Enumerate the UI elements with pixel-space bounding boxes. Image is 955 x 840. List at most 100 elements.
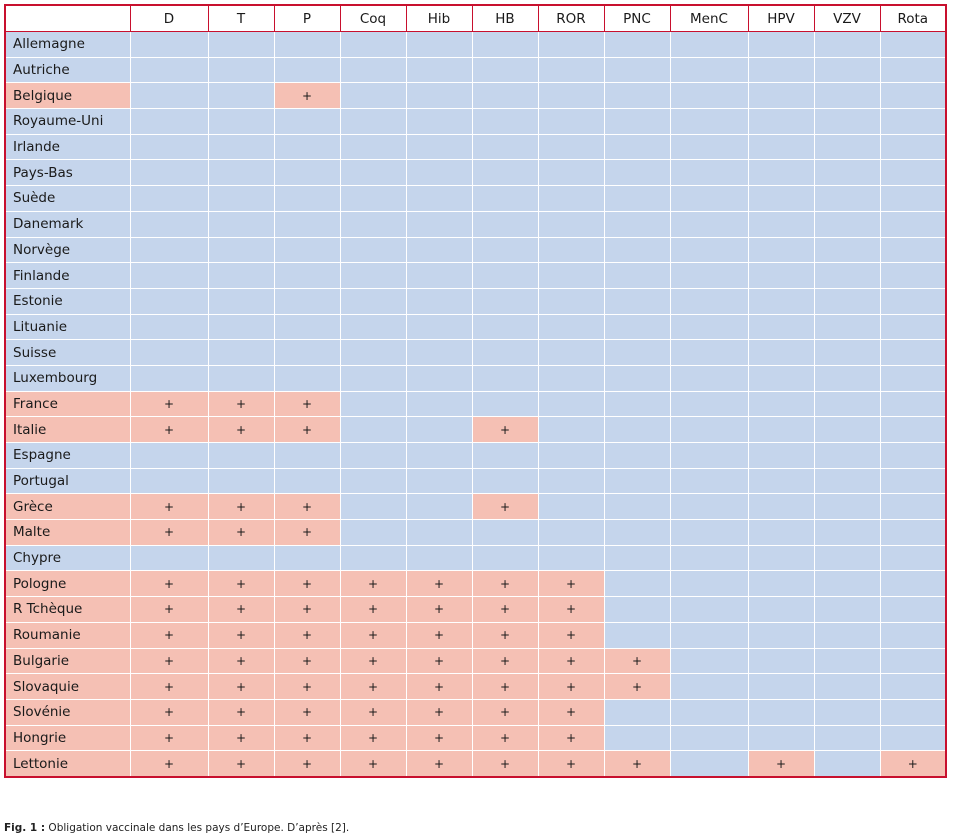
cell-p (273, 544, 341, 572)
cell-d (129, 467, 209, 495)
cell-hpv (747, 287, 815, 315)
cell-pnc (603, 287, 671, 315)
cell-t (207, 339, 275, 366)
cell-p (273, 339, 341, 366)
cell-hpv (747, 416, 815, 443)
cell-t (207, 442, 275, 469)
cell-p (273, 56, 341, 84)
cell-coq: + (339, 621, 407, 649)
cell-ror (537, 390, 605, 418)
cell-ror (537, 56, 605, 84)
table-row: Bulgarie + + + + + + + + (4, 647, 947, 675)
cell-vzv (813, 339, 881, 366)
cell-ror (537, 82, 605, 110)
cell-pnc (603, 493, 671, 521)
cell-ror (537, 185, 605, 212)
cell-coq (339, 262, 407, 289)
cell-t (207, 108, 275, 135)
cell-t (207, 159, 275, 187)
cell-hpv (747, 133, 815, 161)
cell-vzv (813, 519, 881, 546)
cell-hb (471, 519, 539, 546)
cell-t (207, 364, 275, 392)
cell-hpv (747, 698, 815, 726)
cell-p: + (273, 750, 341, 778)
cell-d (129, 185, 209, 212)
cell-pnc (603, 519, 671, 546)
cell-coq: + (339, 596, 407, 623)
cell-p (273, 364, 341, 392)
cell-t: + (207, 750, 275, 778)
cell-hb (471, 339, 539, 366)
cell-menc (669, 287, 749, 315)
figure-caption-label: Fig. 1 : (4, 822, 46, 834)
cell-p (273, 236, 341, 264)
cell-hpv (747, 210, 815, 238)
cell-ror (537, 442, 605, 469)
cell-hpv (747, 519, 815, 546)
country-cell: Estonie (4, 287, 131, 315)
cell-hpv (747, 108, 815, 135)
column-header-vzv: VZV (813, 4, 881, 32)
cell-d (129, 262, 209, 289)
cell-d (129, 82, 209, 110)
cell-vzv (813, 596, 881, 623)
cell-d: + (129, 390, 209, 418)
cell-vzv (813, 236, 881, 264)
cell-hb (471, 108, 539, 135)
cell-hib (405, 442, 473, 469)
cell-coq (339, 364, 407, 392)
table-row: Portugal (4, 467, 947, 495)
cell-rota (879, 31, 947, 58)
table-row: Slovénie + + + + + + + (4, 698, 947, 726)
cell-t (207, 185, 275, 212)
cell-pnc (603, 56, 671, 84)
country-cell: Pologne (4, 570, 131, 598)
cell-t (207, 56, 275, 84)
cell-rota (879, 519, 947, 546)
cell-rota (879, 621, 947, 649)
cell-t: + (207, 570, 275, 598)
cell-d (129, 133, 209, 161)
table-row: Pays-Bas (4, 159, 947, 187)
cell-hib (405, 185, 473, 212)
cell-d (129, 364, 209, 392)
column-header-t: T (207, 4, 275, 32)
cell-coq (339, 56, 407, 84)
cell-d: + (129, 519, 209, 546)
cell-hpv (747, 339, 815, 366)
table-row: Slovaquie + + + + + + + + (4, 673, 947, 700)
cell-vzv (813, 390, 881, 418)
cell-p: + (273, 519, 341, 546)
cell-coq (339, 442, 407, 469)
country-cell: Belgique (4, 82, 131, 110)
cell-d: + (129, 570, 209, 598)
cell-pnc (603, 596, 671, 623)
cell-hib (405, 313, 473, 341)
cell-vzv (813, 467, 881, 495)
table-row: Royaume-Uni (4, 108, 947, 135)
cell-vzv (813, 82, 881, 110)
cell-pnc (603, 133, 671, 161)
cell-coq (339, 467, 407, 495)
cell-pnc: + (603, 647, 671, 675)
country-cell: Hongrie (4, 724, 131, 752)
cell-rota (879, 544, 947, 572)
table-row: Italie + + + + (4, 416, 947, 443)
cell-menc (669, 82, 749, 110)
cell-menc (669, 364, 749, 392)
cell-rota (879, 339, 947, 366)
cell-ror (537, 339, 605, 366)
cell-ror (537, 364, 605, 392)
cell-pnc (603, 570, 671, 598)
cell-menc (669, 621, 749, 649)
cell-hib (405, 236, 473, 264)
cell-hpv (747, 313, 815, 341)
cell-coq (339, 390, 407, 418)
cell-menc (669, 159, 749, 187)
column-header-menc: MenC (669, 4, 749, 32)
country-cell: Bulgarie (4, 647, 131, 675)
cell-menc (669, 493, 749, 521)
cell-rota (879, 159, 947, 187)
cell-hib (405, 159, 473, 187)
